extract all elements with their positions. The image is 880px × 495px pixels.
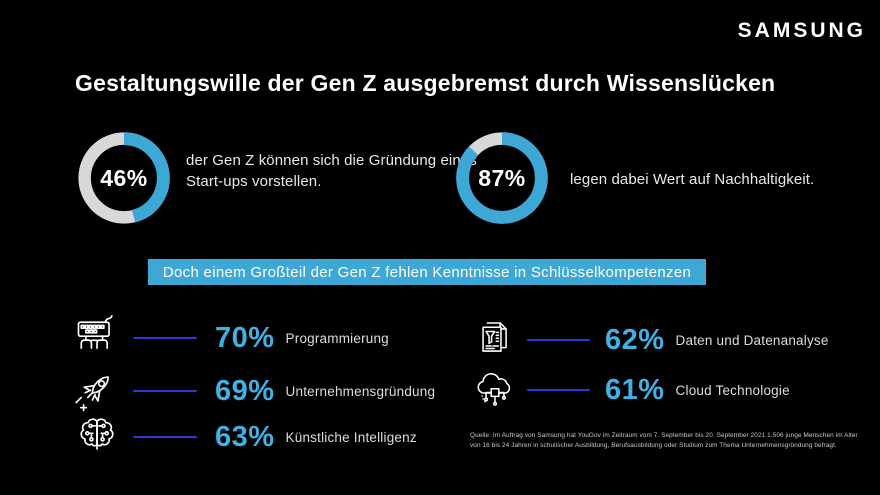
rocket-icon — [70, 364, 124, 418]
samsung-logo: SAMSUNG — [737, 19, 866, 42]
donut-caption-sustainability: legen dabei Wert auf Nachhaltigkeit. — [570, 171, 815, 188]
connector-line — [133, 436, 197, 438]
source-footnote: Quelle: Im Auftrag von Samsung hat YouGo… — [470, 431, 872, 452]
skill-percent: 62% — [605, 323, 665, 356]
keyboard-icon — [70, 311, 124, 365]
connector-line — [133, 337, 197, 339]
key-message-banner: Doch einem Großteil der Gen Z fehlen Ken… — [148, 259, 706, 285]
connector-line — [527, 389, 590, 391]
skill-label: Künstliche Intelligenz — [285, 429, 417, 445]
skill-row-datenanalyse: 62% Daten und Datenanalyse — [472, 312, 829, 368]
cloud-technology-icon — [472, 365, 518, 415]
skill-percent: 63% — [215, 420, 275, 453]
skill-label: Cloud Technologie — [675, 382, 790, 398]
source-line-1: Quelle: Im Auftrag von Samsung hat YouGo… — [470, 432, 858, 439]
data-document-icon — [472, 315, 518, 365]
skill-percent: 69% — [215, 374, 275, 407]
connector-line — [527, 339, 590, 341]
brain-icon — [70, 410, 124, 464]
skill-label: Programmierung — [285, 330, 389, 346]
skill-label: Unternehmensgründung — [285, 383, 436, 399]
page-title: Gestaltungswille der Gen Z ausgebremst d… — [75, 70, 776, 96]
donut-chart-sustainability-svg — [456, 132, 548, 224]
donut-chart-startup-svg — [78, 132, 170, 224]
skill-row-unternehmensgruendung: 69% Unternehmensgründung — [70, 363, 435, 419]
skill-percent: 61% — [605, 373, 665, 406]
skill-row-cloud-technologie: 61% Cloud Technologie — [472, 362, 790, 418]
donut-chart-sustainability: 87% — [454, 130, 550, 226]
skill-row-programmierung: 70% Programmierung — [70, 310, 389, 366]
skill-row-kuenstliche-intelligenz: 63% Künstliche Intelligenz — [70, 409, 417, 465]
donut-value-label: 46% — [100, 164, 148, 191]
skill-label: Daten und Datenanalyse — [675, 332, 829, 348]
donut-chart-startup: 46% — [76, 130, 172, 226]
skill-percent: 70% — [215, 321, 275, 354]
source-line-2: von 16 bis 24 Jahren in schulischer Ausb… — [470, 442, 837, 450]
donut-caption-startup: der Gen Z können sich die Gründung eines… — [186, 152, 477, 190]
donut-value-label: 87% — [478, 164, 526, 191]
connector-line — [133, 390, 197, 392]
